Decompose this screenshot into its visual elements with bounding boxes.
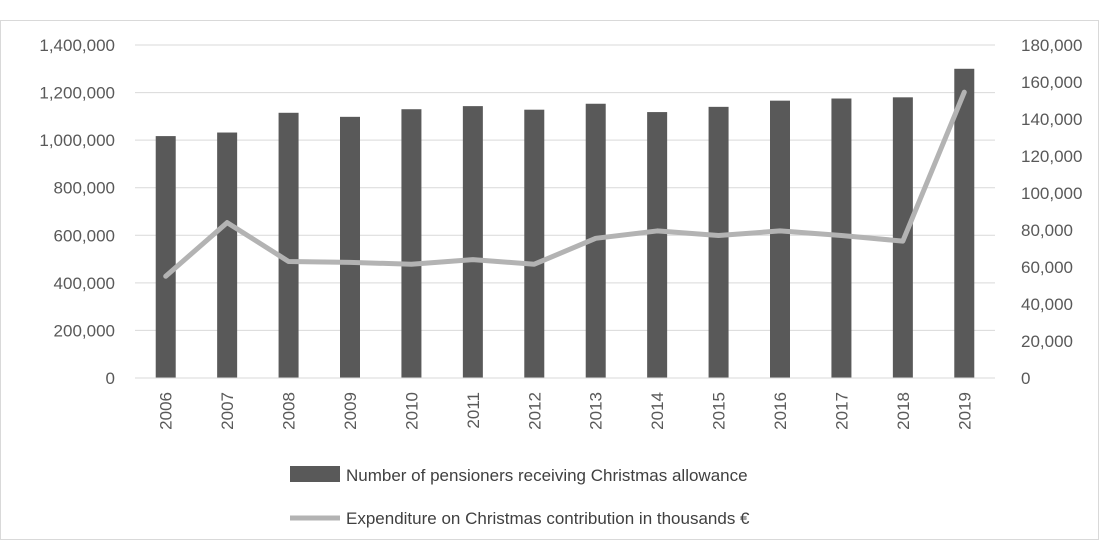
left-tick-label: 1,400,000 bbox=[39, 36, 115, 55]
x-tick-label: 2015 bbox=[710, 392, 729, 430]
bar bbox=[647, 112, 668, 378]
legend-swatch-bars bbox=[290, 466, 340, 482]
x-tick-label: 2007 bbox=[218, 392, 237, 430]
right-tick-label: 60,000 bbox=[1021, 258, 1073, 277]
x-tick-label: 2019 bbox=[955, 392, 974, 430]
right-tick-label: 80,000 bbox=[1021, 221, 1073, 240]
bar bbox=[831, 98, 852, 379]
left-tick-label: 0 bbox=[106, 369, 115, 388]
x-tick-label: 2012 bbox=[525, 392, 544, 430]
x-axis: 2006 2007 2008 2009 2010 2011 2012 2013 2014 2015… bbox=[135, 377, 995, 430]
x-tick-label: 2010 bbox=[402, 392, 421, 430]
chart-frame bbox=[0, 20, 1099, 540]
bar bbox=[708, 106, 729, 378]
right-tick-label: 160,000 bbox=[1021, 73, 1082, 92]
x-tick-label: 2009 bbox=[341, 392, 360, 430]
gridlines bbox=[135, 44, 995, 379]
right-tick-label: 40,000 bbox=[1021, 295, 1073, 314]
x-tick-label: 2014 bbox=[648, 392, 667, 430]
right-tick-label: 100,000 bbox=[1021, 184, 1082, 203]
left-tick-label: 1,200,000 bbox=[39, 84, 115, 103]
left-tick-label: 200,000 bbox=[54, 321, 115, 340]
bar bbox=[217, 132, 238, 378]
right-tick-label: 120,000 bbox=[1021, 147, 1082, 166]
x-tick-label: 2018 bbox=[894, 392, 913, 430]
x-tick-label: 2017 bbox=[832, 392, 851, 430]
line-series bbox=[163, 89, 967, 279]
x-tick-label: 2013 bbox=[587, 392, 606, 430]
left-tick-label: 400,000 bbox=[54, 274, 115, 293]
bar-series bbox=[155, 68, 975, 379]
bar bbox=[340, 116, 360, 378]
left-tick-label: 1,000,000 bbox=[39, 131, 115, 150]
legend-label-bars: Number of pensioners receiving Christmas… bbox=[346, 466, 748, 485]
right-tick-label: 0 bbox=[1021, 369, 1030, 388]
bar bbox=[155, 136, 176, 378]
legend-label-line: Expenditure on Christmas contribution in… bbox=[346, 509, 750, 528]
right-axis: 0 20,000 40,000 60,000 80,000 100,000 120,000 1… bbox=[1021, 36, 1082, 388]
legend-item-line: Expenditure on Christmas contribution in… bbox=[290, 509, 750, 528]
x-tick-label: 2008 bbox=[280, 392, 299, 430]
x-tick-label: 2011 bbox=[464, 392, 483, 429]
bar bbox=[278, 112, 299, 379]
left-tick-label: 800,000 bbox=[54, 179, 115, 198]
right-tick-label: 140,000 bbox=[1021, 110, 1082, 129]
legend-item-bars: Number of pensioners receiving Christmas… bbox=[290, 466, 748, 485]
expenditure-line bbox=[163, 89, 967, 279]
bar bbox=[401, 109, 422, 378]
bar bbox=[524, 109, 545, 378]
legend: Number of pensioners receiving Christmas… bbox=[290, 466, 750, 528]
right-tick-label: 180,000 bbox=[1021, 36, 1082, 55]
right-tick-label: 20,000 bbox=[1021, 332, 1073, 351]
x-tick-label: 2016 bbox=[771, 392, 790, 430]
bar bbox=[770, 100, 790, 378]
x-tick-label: 2006 bbox=[157, 392, 176, 430]
bar bbox=[954, 68, 975, 379]
left-tick-label: 600,000 bbox=[54, 226, 115, 245]
bar bbox=[462, 106, 483, 379]
left-axis: 0 200,000 400,000 600,000 800,000 1,000,000 1,… bbox=[39, 36, 115, 388]
